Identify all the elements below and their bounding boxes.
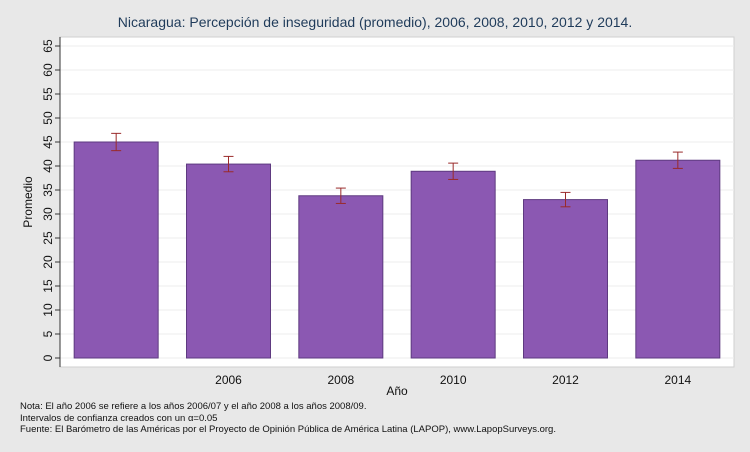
note-line: Intervalos de confianza creados con un α…: [20, 412, 218, 424]
x-tick-label: 2010: [440, 373, 467, 387]
y-tick-label: 30: [41, 207, 55, 221]
y-tick-label: 65: [41, 39, 55, 53]
bar: [298, 195, 384, 359]
y-tick-label: 15: [41, 279, 55, 293]
y-tick-label: 50: [41, 111, 55, 125]
y-tick-label: 40: [41, 159, 55, 173]
x-axis-label: Año: [386, 384, 408, 398]
bar: [635, 159, 721, 359]
x-tick-label: 2014: [664, 373, 691, 387]
y-tick-label: 25: [41, 231, 55, 245]
y-tick-label: 10: [41, 303, 55, 317]
bar: [523, 199, 608, 359]
y-tick-label: 5: [41, 330, 55, 337]
plot-area: [59, 36, 735, 368]
x-tick-label: 2006: [215, 373, 242, 387]
note-line: Fuente: El Barómetro de las Américas por…: [20, 424, 556, 435]
y-tick-label: 45: [41, 135, 55, 149]
bar: [410, 170, 496, 359]
y-tick-label: 20: [41, 255, 55, 269]
y-tick-label: 0: [41, 354, 55, 361]
y-tick-label: 35: [41, 183, 55, 197]
bar: [186, 163, 271, 359]
bar: [73, 141, 159, 359]
y-tick-label: 55: [41, 87, 55, 101]
chart-notes: Nota: El año 2006 se refiere a los años …: [20, 401, 556, 436]
y-tick-label: 60: [41, 63, 55, 77]
x-tick-label: 2008: [327, 373, 354, 387]
y-axis-label: Promedio: [21, 176, 35, 228]
x-tick-label: 2012: [552, 373, 579, 387]
note-line: Nota: El año 2006 se refiere a los años …: [20, 401, 367, 412]
chart-title: Nicaragua: Percepción de inseguridad (pr…: [117, 14, 633, 30]
